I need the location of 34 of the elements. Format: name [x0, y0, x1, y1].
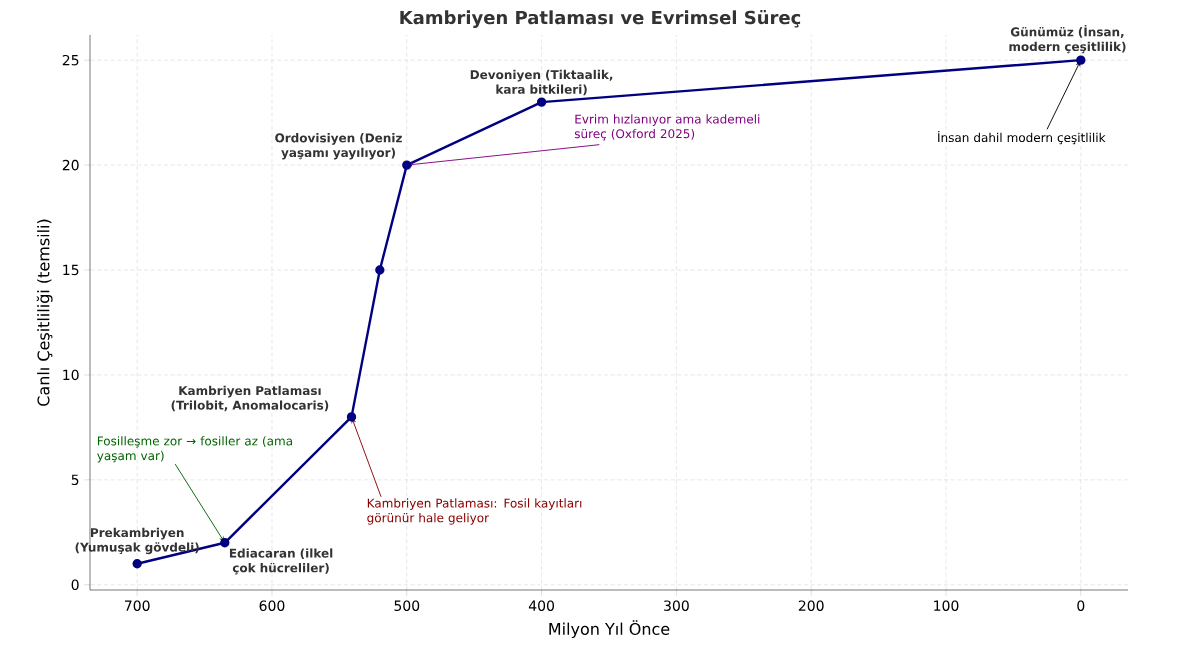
y-tick-label: 15 — [63, 264, 79, 276]
data-label: Ediacaran (ilkel çok hücreliler) — [229, 548, 333, 575]
y-tick-label: 10 — [63, 369, 79, 381]
point — [1076, 55, 1086, 65]
point — [402, 160, 412, 170]
x-tick-label: 100 — [934, 600, 959, 611]
x-tick-label: 400 — [528, 600, 554, 611]
point — [132, 559, 142, 569]
annotation: Fosilleşme zor → fosiller az (ama yaşam var) — [97, 436, 292, 463]
annotation: İnsan dahil modern çeşitlilik — [938, 130, 1106, 145]
y-axis-title: Canlı Çeşitliliği (temsili) — [36, 219, 53, 406]
y-tick-label: 25 — [62, 54, 79, 66]
data-label: Prekambriyen (Yumuşak gövdeli) — [75, 527, 199, 555]
point — [346, 412, 357, 422]
annotation: Kambriyen Patlaması: Fosil kayıtları görünür hale geliyor — [367, 498, 582, 525]
x-tick-label: 700 — [124, 600, 150, 611]
data-label: Ordovisiyen (Deniz yaşamı yayılıyor) — [275, 133, 402, 160]
chart-title: Kambriyen Patlaması ve Evrimsel Süreç — [400, 10, 801, 28]
x-tick-label: 200 — [798, 600, 824, 611]
x-tick-label: 600 — [259, 600, 285, 611]
y-tick-label: 0 — [71, 579, 79, 591]
x-tick-label: 300 — [664, 600, 689, 611]
point — [220, 538, 230, 548]
x-tick-label: 0 — [1077, 600, 1085, 611]
data-label: Günümüz (İnsan, modern çeşitlilik) — [1009, 25, 1126, 54]
y-tick-label: 5 — [71, 474, 79, 486]
point — [375, 265, 385, 275]
x-axis-title: Milyon Yıl Önce — [549, 620, 670, 639]
data-label: Kambriyen Patlaması (Trilobit, Anomalocaris) — [171, 385, 329, 412]
y-tick-label: 20 — [62, 159, 79, 171]
data-label: Devoniyen (Tiktaalik, kara bitkileri) — [470, 69, 613, 96]
x-tick-label: 500 — [394, 600, 420, 611]
point — [536, 97, 547, 107]
annotation: Evrim hızlanıyor ama kademeli süreç (Oxford 2025) — [574, 114, 760, 141]
